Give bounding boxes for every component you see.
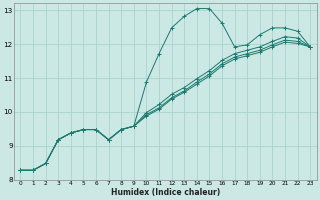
X-axis label: Humidex (Indice chaleur): Humidex (Indice chaleur) — [111, 188, 220, 197]
